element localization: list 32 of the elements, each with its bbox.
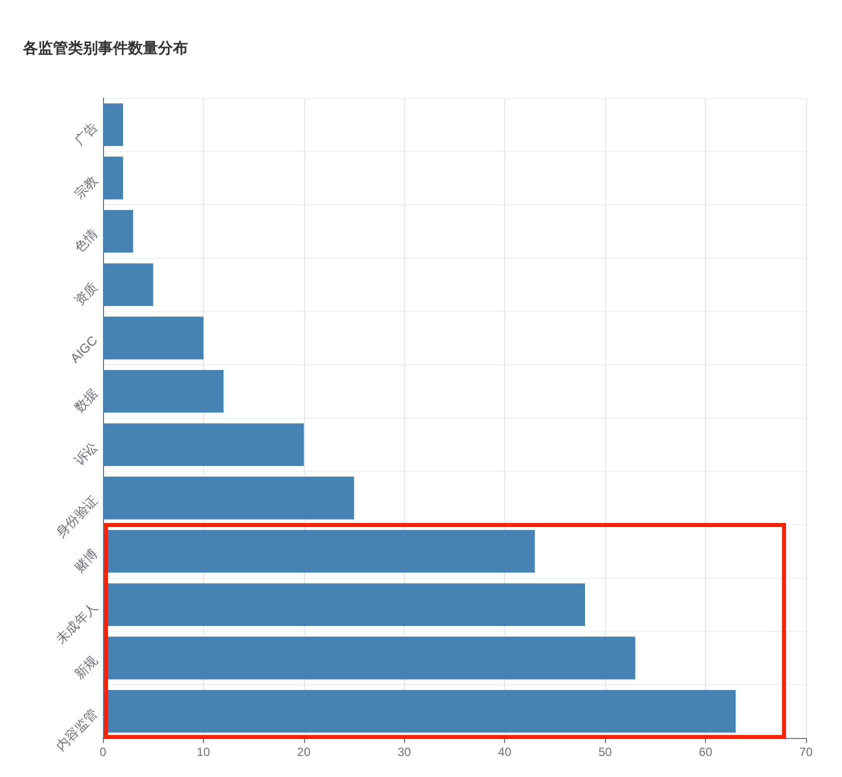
y-tick-label: 身份验证	[52, 492, 100, 540]
x-tick-label: 60	[698, 745, 713, 759]
x-tick-label: 10	[196, 745, 210, 759]
bar	[103, 103, 124, 146]
x-tick-label: 30	[398, 745, 412, 759]
bar	[103, 530, 535, 573]
y-tick-label: 资质	[71, 279, 100, 308]
x-tick-label: 40	[498, 745, 512, 759]
bar	[103, 156, 124, 200]
x-tick-label: 50	[598, 745, 612, 759]
y-tick-label: 宗教	[71, 172, 100, 202]
y-tick-label: 赌博	[71, 546, 100, 576]
chart-title: 各监管类别事件数量分布	[22, 40, 188, 57]
y-tick-label: 内容监管	[52, 706, 100, 754]
y-tick-label: 未成年人	[52, 599, 100, 647]
bar	[103, 423, 304, 466]
bar	[103, 210, 134, 253]
bar	[103, 636, 636, 680]
y-tick-label: 新规	[71, 652, 100, 682]
y-tick-label: 诉讼	[71, 439, 100, 468]
bar	[103, 690, 736, 733]
y-tick-label: 色情	[71, 226, 100, 256]
bar	[103, 263, 154, 306]
y-tick-label: 广告	[71, 119, 100, 148]
x-tick-label: 70	[799, 745, 813, 759]
y-tick-label: 数据	[71, 386, 100, 416]
bar	[103, 370, 224, 413]
x-tick-label: 0	[100, 745, 107, 759]
bar	[103, 316, 204, 360]
bar	[103, 583, 586, 626]
x-tick-label: 20	[297, 745, 311, 759]
bar	[103, 476, 354, 520]
